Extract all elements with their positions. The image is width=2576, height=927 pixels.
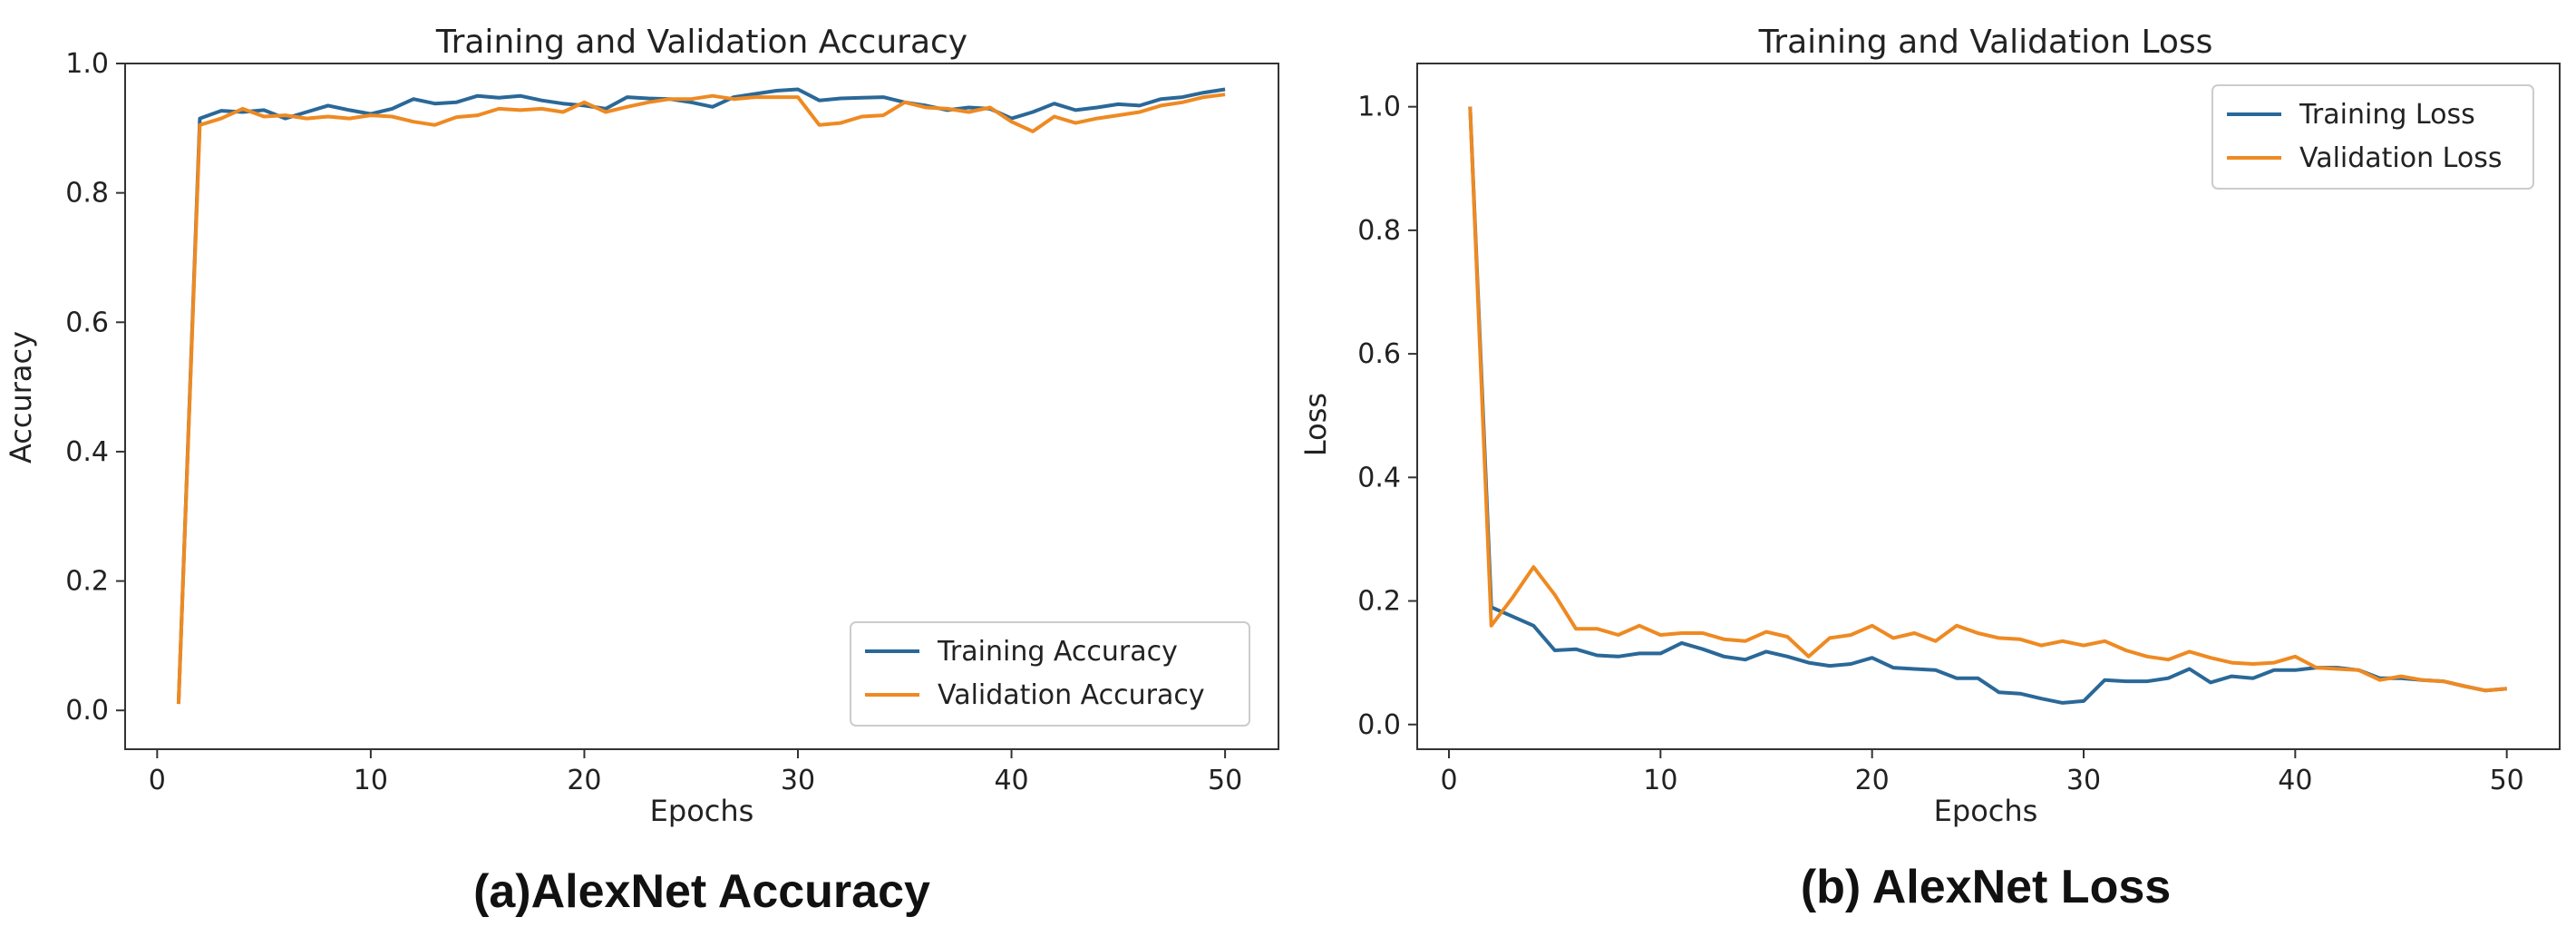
- loss-chart: Training and Validation Loss 0 10 20 30 40 50…: [1298, 24, 2561, 913]
- loss-legend-label: Validation Loss: [2299, 142, 2502, 174]
- accuracy-y-tick-label: 1.0: [65, 48, 109, 80]
- accuracy-y-tick-label: 0.8: [65, 178, 109, 210]
- accuracy-x-label: Epochs: [650, 794, 754, 828]
- accuracy-y-tick-label: 0.0: [65, 695, 109, 727]
- accuracy-x-tick-label: 10: [354, 765, 388, 796]
- loss-axes-frame: [1416, 63, 2561, 750]
- loss-x-tick-label: 40: [2278, 765, 2312, 796]
- loss-x-tick-label: 10: [1643, 765, 1677, 796]
- accuracy-x-tick-label: 20: [567, 765, 601, 796]
- loss-x-tick-label: 0: [1440, 765, 1457, 796]
- accuracy-y-tick-label: 0.4: [65, 436, 109, 468]
- accuracy-chart-title: Training and Validation Accuracy: [435, 24, 967, 61]
- accuracy-legend-label: Training Accuracy: [937, 636, 1178, 668]
- accuracy-caption: (a)AlexNet Accuracy: [473, 865, 930, 918]
- loss-legend-label: Training Loss: [2299, 99, 2475, 131]
- loss-plot-area: 0 10 20 30 40 50 0.0 0.2 0.4 0.6 0.8 1.0 Training Lo…: [1357, 63, 2561, 796]
- loss-legend: Training Loss Validation Loss: [2211, 84, 2534, 190]
- loss-x-tick-label: 20: [1855, 765, 1890, 796]
- accuracy-y-tick-label: 0.6: [65, 307, 109, 338]
- accuracy-x-tick-label: 50: [1208, 765, 1242, 796]
- loss-x-tick-label: 30: [2066, 765, 2101, 796]
- accuracy-plot-area: 0 10 20 30 40 50 0.0 0.2 0.4 0.6 0.8 1.0 Training Ac…: [65, 48, 1279, 796]
- loss-x-tick-label: 50: [2490, 765, 2524, 796]
- loss-y-tick-label: 0.0: [1357, 709, 1401, 741]
- loss-x-label: Epochs: [1934, 794, 2038, 828]
- loss-y-tick-label: 0.2: [1357, 586, 1401, 618]
- accuracy-x-tick-label: 30: [781, 765, 815, 796]
- accuracy-x-tick-label: 0: [149, 765, 166, 796]
- accuracy-legend-box: [850, 621, 1250, 727]
- accuracy-axes-frame: [124, 63, 1279, 750]
- accuracy-x-tick-label: 40: [994, 765, 1028, 796]
- loss-chart-title: Training and Validation Loss: [1758, 24, 2213, 61]
- accuracy-chart: Training and Validation Accuracy 0 10 20 30…: [4, 24, 1279, 918]
- loss-line-training-loss: [1468, 106, 2507, 705]
- loss-y-label: Loss: [1298, 393, 1333, 456]
- loss-y-tick-label: 0.8: [1357, 215, 1401, 247]
- accuracy-legend: Training Accuracy Validation Accuracy: [850, 621, 1250, 727]
- loss-legend-box: [2211, 84, 2534, 190]
- accuracy-y-tick-label: 0.2: [65, 566, 109, 598]
- accuracy-legend-label: Validation Accuracy: [938, 679, 1205, 711]
- accuracy-line-training-accuracy: [176, 87, 1226, 705]
- loss-caption: (b) AlexNet Loss: [1801, 861, 2171, 913]
- accuracy-y-label: Accuracy: [4, 331, 38, 464]
- accuracy-line-validation-accuracy: [176, 93, 1226, 705]
- loss-y-tick-label: 0.4: [1357, 462, 1401, 493]
- loss-y-tick-label: 1.0: [1357, 92, 1401, 123]
- loss-y-tick-label: 0.6: [1357, 338, 1401, 370]
- loss-line-validation-loss: [1468, 106, 2507, 693]
